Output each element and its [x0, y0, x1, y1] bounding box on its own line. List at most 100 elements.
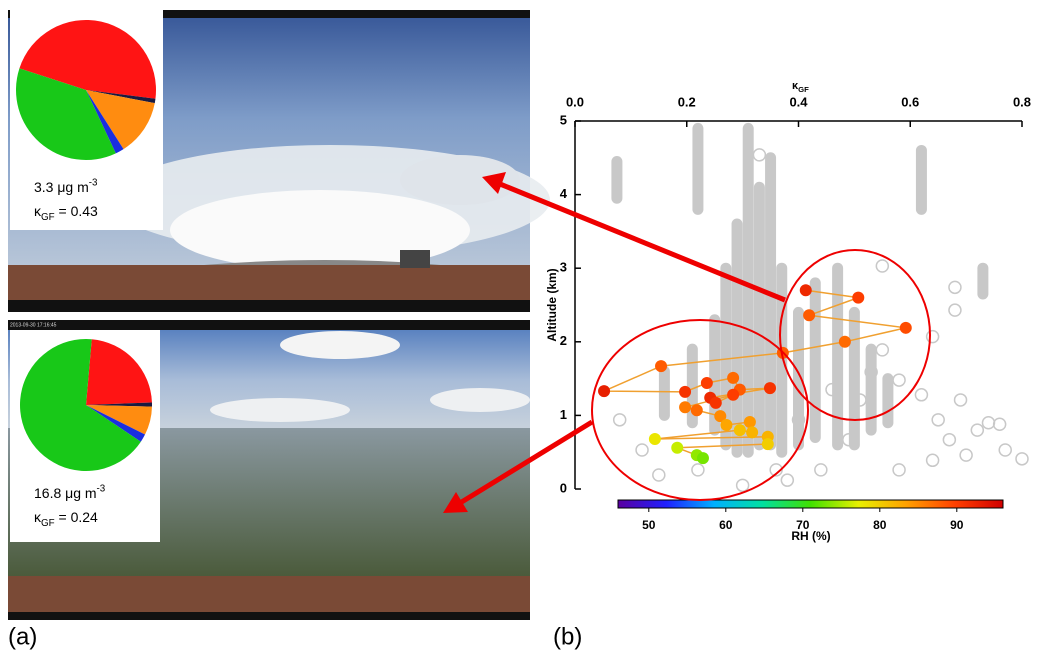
- data-point: [714, 410, 727, 423]
- data-point: [709, 396, 722, 409]
- subscript: GF: [41, 517, 55, 528]
- colorbar-tick-label: 80: [873, 518, 887, 532]
- annotation-shapes: [443, 172, 931, 513]
- data-point: [743, 416, 756, 429]
- text-part: κ: [792, 80, 799, 92]
- data-point: [746, 426, 759, 439]
- data-point: [696, 452, 709, 465]
- background-point: [780, 473, 795, 487]
- text-part: κ: [34, 509, 42, 525]
- text-part: κ: [34, 203, 42, 219]
- colorbar-label: RH (%): [791, 529, 830, 543]
- background-point: [875, 343, 890, 357]
- data-point: [838, 335, 851, 348]
- scatter-plot: 0.0 0.2 0.4 0.6 0.8 0 1 2 3 4 5 Altitude (km) 50 60 70…: [545, 94, 1031, 543]
- pie-slice: [86, 90, 155, 150]
- background-point: [959, 448, 973, 462]
- background-point: [948, 280, 962, 295]
- data-point: [671, 441, 684, 454]
- pie-slice: [86, 339, 152, 405]
- background-point: [992, 417, 1007, 431]
- background-point: [953, 393, 968, 407]
- data-point: [679, 385, 692, 398]
- data-point: [761, 438, 774, 451]
- subscript: GF: [798, 85, 809, 94]
- colorbar-tick-label: 70: [796, 518, 810, 532]
- data-point: [764, 382, 777, 395]
- background-point: [1015, 452, 1029, 466]
- pie-slice: [86, 402, 152, 407]
- pie-slice: [86, 405, 146, 442]
- background-point: [892, 463, 906, 477]
- x-tick-label: 0.0: [566, 94, 584, 109]
- data-point: [899, 321, 912, 334]
- background-point: [735, 478, 750, 493]
- y-tick-label: 1: [560, 407, 567, 422]
- background-point: [875, 259, 890, 273]
- background-point: [864, 365, 878, 379]
- background-point: [825, 382, 839, 397]
- pie-slice: [86, 405, 152, 435]
- panel-label: (b): [553, 623, 582, 650]
- background-point: [814, 463, 828, 477]
- data-point: [648, 432, 661, 445]
- data-point: [679, 401, 692, 414]
- pie-slice: [19, 338, 141, 472]
- background-point: [925, 453, 940, 468]
- annotation: κGF = 0.43: [34, 203, 98, 223]
- y-tick-label: 2: [560, 333, 567, 348]
- text-part: 16.8 μg m: [34, 485, 97, 501]
- data-point: [690, 404, 703, 417]
- background-point: [752, 148, 767, 162]
- background-point: [853, 393, 867, 407]
- text-part: = 0.43: [55, 203, 98, 219]
- data-point: [598, 385, 611, 398]
- colorbar-tick-label: 60: [719, 518, 733, 532]
- colorbar-tick-label: 90: [950, 518, 964, 532]
- x-tick-label: 0.4: [789, 94, 808, 109]
- y-tick-label: 5: [560, 112, 567, 127]
- background-point: [635, 443, 649, 457]
- background-point: [842, 432, 856, 447]
- data-point: [799, 284, 812, 297]
- x-tick-label: 0.6: [901, 94, 919, 109]
- x-tick-label: 0.8: [1013, 94, 1031, 109]
- annotation: 3.3 μg m-3: [34, 177, 98, 195]
- data-point: [727, 388, 740, 401]
- annotation: κGF = 0.24: [34, 509, 98, 529]
- background-point: [970, 423, 985, 437]
- pie-slice: [86, 90, 156, 104]
- data-point: [852, 291, 865, 304]
- colorbar-tick-label: 50: [642, 518, 656, 532]
- text-part: = 0.24: [55, 509, 98, 525]
- annotation: 16.8 μg m-3: [34, 483, 106, 501]
- y-tick-label: 0: [560, 480, 567, 495]
- superscript: -3: [89, 177, 98, 188]
- background-point: [981, 416, 996, 430]
- background-point: [942, 432, 957, 447]
- annotation: κGF: [792, 80, 809, 94]
- background-point: [998, 443, 1012, 457]
- pie-slice: [19, 19, 157, 99]
- background-point: [948, 303, 962, 317]
- background-point: [791, 413, 806, 427]
- y-axis-label: Altitude (km): [545, 268, 559, 341]
- background-point: [925, 329, 940, 344]
- timestamp: 2013-09-30 17:16:45: [10, 322, 57, 328]
- data-point: [720, 418, 733, 431]
- panel-label: (a): [8, 623, 37, 650]
- subscript: GF: [41, 211, 55, 222]
- text-part: 3.3 μg m: [34, 179, 89, 195]
- background-point: [931, 413, 945, 427]
- background-point: [652, 468, 666, 482]
- pie-slice: [16, 68, 116, 160]
- data-point: [655, 360, 668, 373]
- data-point: [700, 377, 713, 390]
- colorbar: [617, 499, 1004, 509]
- data-point: [803, 309, 816, 322]
- background-point: [691, 463, 705, 477]
- background-point: [612, 413, 627, 427]
- data-point: [727, 371, 740, 384]
- y-tick-label: 4: [560, 186, 568, 201]
